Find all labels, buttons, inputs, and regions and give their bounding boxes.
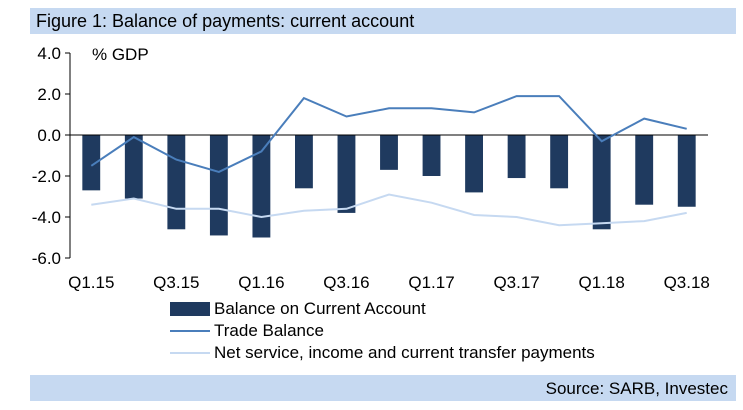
- line-trade-balance: [90, 95, 687, 173]
- y-tick-label: -4.0: [32, 208, 61, 227]
- y-tick-label: -6.0: [32, 249, 61, 268]
- title-band: Figure 1: Balance of payments: current a…: [30, 8, 736, 34]
- x-tick-label: Q1.18: [579, 273, 625, 292]
- unit-label: % GDP: [92, 45, 149, 64]
- legend-label: Trade Balance: [214, 321, 324, 340]
- legend-item-services: Net service, income and current transfer…: [170, 342, 595, 364]
- bar-current-account: [209, 135, 228, 236]
- bar-current-account: [295, 135, 313, 189]
- x-tick-label: Q3.16: [323, 273, 369, 292]
- bar-current-account: [252, 135, 271, 238]
- legend-label: Net service, income and current transfer…: [214, 343, 595, 362]
- x-tick-label: Q3.17: [493, 273, 539, 292]
- source-band: Source: SARB, Investec: [30, 375, 736, 401]
- bar-current-account: [635, 135, 654, 205]
- bar-current-account: [167, 135, 186, 230]
- legend-item-current-account: Balance on Current Account: [170, 298, 595, 320]
- x-tick-label: Q1.17: [408, 273, 454, 292]
- bar-current-account: [592, 135, 611, 230]
- y-tick-label: 0.0: [37, 126, 61, 145]
- bar-current-account: [677, 135, 696, 207]
- legend-label: Balance on Current Account: [214, 299, 426, 318]
- bar-current-account: [337, 135, 356, 213]
- x-tick-label: Q1.16: [238, 273, 284, 292]
- legend: Balance on Current Account Trade Balance…: [170, 298, 595, 364]
- bar-current-account: [550, 135, 569, 189]
- bar-current-account: [82, 135, 101, 191]
- bar-current-account: [422, 135, 441, 176]
- legend-swatch-trade-line: [170, 330, 210, 332]
- legend-item-trade-balance: Trade Balance: [170, 320, 595, 342]
- y-tick-label: 2.0: [37, 85, 61, 104]
- bar-current-account: [507, 135, 526, 179]
- source-note: Source: SARB, Investec: [545, 379, 728, 398]
- x-tick-label: Q3.15: [153, 273, 199, 292]
- bar-current-account: [465, 135, 483, 193]
- y-tick-label: -2.0: [32, 167, 61, 186]
- bar-current-account: [380, 135, 398, 170]
- legend-swatch-services-line: [170, 352, 210, 354]
- legend-swatch-bar: [170, 302, 210, 316]
- line-net-services: [91, 193, 687, 227]
- x-tick-label: Q3.18: [664, 273, 710, 292]
- bar-current-account: [124, 135, 143, 199]
- chart-title: Figure 1: Balance of payments: current a…: [36, 11, 415, 31]
- x-tick-label: Q1.15: [68, 273, 114, 292]
- y-tick-label: 4.0: [37, 44, 61, 63]
